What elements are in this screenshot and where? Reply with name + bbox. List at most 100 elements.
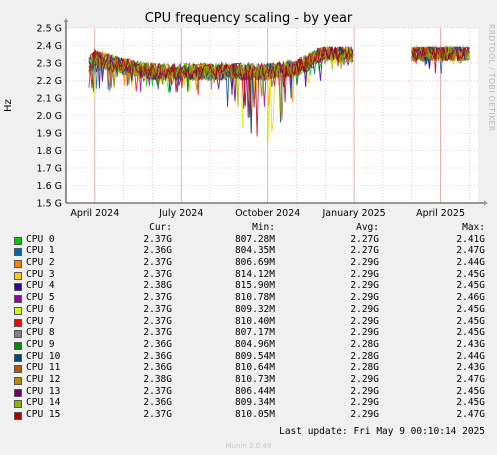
y-tick-label: 1.5 G [37, 199, 63, 210]
legend-cpu-name: CPU 8 [26, 327, 55, 339]
legend-min-value: 814.12M [234, 268, 275, 280]
legend-swatch [14, 400, 22, 409]
legend-swatch [14, 341, 22, 350]
legend-max-value: 2.45G [456, 385, 485, 397]
y-tick-label: 2.4 G [37, 41, 63, 52]
legend-min-value: 807.28M [234, 233, 275, 245]
legend-row: CPU 9 2.36G 804.96M 2.28G 2.43G [0, 339, 497, 351]
legend-avg-value: 2.28G [350, 350, 379, 362]
legend-cpu-name: CPU 4 [26, 280, 55, 292]
legend-cpu-name: CPU 1 [26, 245, 55, 257]
legend-min-value: 809.54M [234, 350, 275, 362]
legend-min-value: 810.40M [234, 315, 275, 327]
legend-cpu-name: CPU 13 [26, 385, 61, 397]
legend-cpu-name: CPU 14 [26, 397, 61, 409]
legend-avg-value: 2.27G [350, 233, 379, 245]
legend-avg-value: 2.27G [350, 245, 379, 257]
legend-cur-value: 2.37G [143, 327, 172, 339]
legend-avg-value: 2.29G [350, 409, 379, 420]
legend-max-value: 2.45G [456, 280, 485, 292]
legend-max-value: 2.47G [456, 373, 485, 385]
legend-header-max: Max: [462, 222, 485, 233]
legend-cur-value: 2.36G [143, 362, 172, 374]
legend-cpu-name: CPU 2 [26, 257, 55, 269]
legend-cpu-name: CPU 11 [26, 362, 61, 374]
legend-cur-value: 2.38G [143, 373, 172, 385]
legend-cur-value: 2.37G [143, 257, 172, 269]
y-axis-arrow [63, 18, 69, 22]
legend-row: CPU 1 2.36G 804.35M 2.27G 2.47G [0, 245, 497, 257]
legend-cur-value: 2.37G [143, 268, 172, 280]
legend-cpu-name: CPU 7 [26, 315, 55, 327]
legend-max-value: 2.47G [456, 245, 485, 257]
legend-swatch [14, 248, 22, 257]
legend-cur-value: 2.36G [143, 350, 172, 362]
legend-max-value: 2.41G [456, 233, 485, 245]
munin-version: Munin 2.0.49 [225, 442, 272, 450]
legend-max-value: 2.45G [456, 397, 485, 409]
legend-min-value: 804.96M [234, 338, 275, 350]
legend-row: CPU 7 2.37G 810.40M 2.29G 2.45G [0, 316, 497, 328]
legend-cur-value: 2.36G [143, 397, 172, 409]
legend-cpu-name: CPU 10 [26, 350, 61, 362]
legend-header-min: Min: [252, 222, 275, 233]
legend-avg-value: 2.29G [350, 268, 379, 280]
legend-avg-value: 2.29G [350, 327, 379, 339]
legend-cpu-name: CPU 6 [26, 303, 55, 315]
legend-avg-value: 2.29G [350, 397, 379, 409]
legend-header-avg: Avg: [356, 222, 379, 233]
legend-cur-value: 2.36G [143, 245, 172, 257]
series-line-cpu-15 [88, 46, 470, 137]
legend-avg-value: 2.29G [350, 385, 379, 397]
legend-min-value: 809.32M [234, 303, 275, 315]
legend-cpu-name: CPU 5 [26, 292, 55, 304]
legend-max-value: 2.43G [456, 362, 485, 374]
legend-row: CPU 8 2.37G 807.17M 2.29G 2.45G [0, 327, 497, 339]
legend-cur-value: 2.38G [143, 280, 172, 292]
legend-avg-value: 2.29G [350, 303, 379, 315]
rrdtool-watermark: RRDTOOL / TOBI OETIKER [487, 24, 496, 132]
legend-header-cur: Cur: [149, 222, 172, 233]
legend-min-value: 806.44M [234, 385, 275, 397]
legend-cur-value: 2.37G [143, 303, 172, 315]
x-axis-arrow [484, 200, 488, 206]
legend-swatch [14, 318, 22, 327]
legend-swatch [14, 376, 22, 385]
x-tick-label: January 2025 [322, 208, 386, 219]
legend-cur-value: 2.37G [143, 385, 172, 397]
legend-avg-value: 2.29G [350, 280, 379, 292]
last-update: Last update: Fri May 9 00:10:14 2025 [279, 426, 485, 437]
legend-swatch [14, 353, 22, 362]
legend-avg-value: 2.29G [350, 257, 379, 269]
chart-title: CPU frequency scaling - by year [144, 11, 353, 26]
x-tick-label: April 2025 [416, 208, 465, 219]
legend-row: CPU 4 2.38G 815.90M 2.29G 2.45G [0, 280, 497, 292]
y-tick-label: 2.5 G [37, 24, 63, 35]
x-tick-label: October 2024 [235, 208, 300, 219]
legend-cur-value: 2.37G [143, 233, 172, 245]
legend-max-value: 2.43G [456, 338, 485, 350]
legend-row: CPU 14 2.36G 809.34M 2.29G 2.45G [0, 397, 497, 409]
y-tick-label: 2.1 G [37, 94, 63, 105]
legend-row: CPU 2 2.37G 806.69M 2.29G 2.44G [0, 257, 497, 269]
legend-cpu-name: CPU 9 [26, 338, 55, 350]
legend-avg-value: 2.28G [350, 362, 379, 374]
legend-max-value: 2.44G [456, 257, 485, 269]
legend-row: CPU 10 2.36G 809.54M 2.28G 2.44G [0, 351, 497, 363]
legend-min-value: 807.17M [234, 327, 275, 339]
y-tick-label: 2.3 G [37, 59, 63, 70]
y-tick-label: 1.7 G [37, 164, 63, 175]
legend-swatch [14, 306, 22, 315]
legend-cur-value: 2.37G [143, 409, 172, 420]
legend-swatch [14, 388, 22, 397]
legend-avg-value: 2.28G [350, 338, 379, 350]
legend-max-value: 2.44G [456, 350, 485, 362]
legend-row: CPU 6 2.37G 809.32M 2.29G 2.45G [0, 304, 497, 316]
y-tick-label: 2.0 G [37, 111, 63, 122]
legend-row: CPU 3 2.37G 814.12M 2.29G 2.45G [0, 269, 497, 281]
legend-max-value: 2.46G [456, 292, 485, 304]
legend-row: CPU 11 2.36G 810.64M 2.28G 2.43G [0, 362, 497, 374]
legend-swatch [14, 236, 22, 245]
plot-background [66, 28, 478, 203]
